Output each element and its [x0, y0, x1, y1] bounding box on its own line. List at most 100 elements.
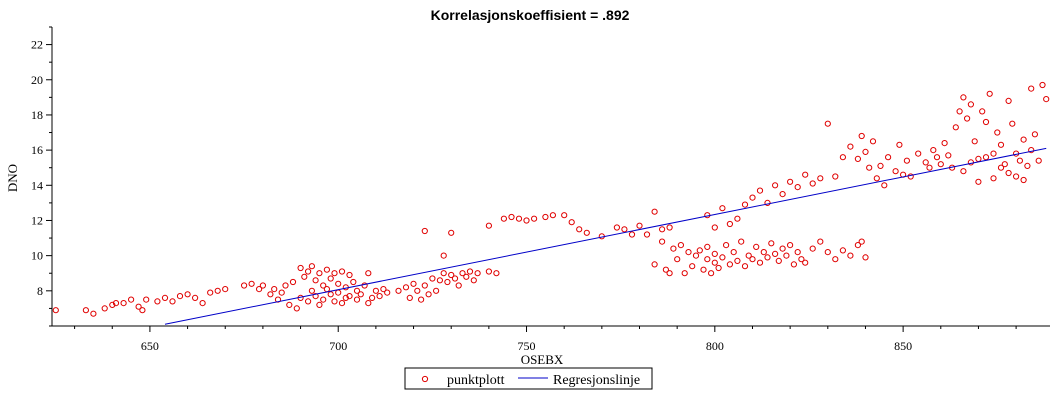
scatter-point	[357, 291, 364, 298]
scatter-point	[459, 270, 466, 277]
scatter-point	[440, 252, 447, 259]
scatter-point	[986, 90, 993, 97]
legend-scatter-label: punktplott	[447, 373, 505, 388]
x-tick-label: 650	[141, 339, 159, 353]
scatter-point	[768, 240, 775, 247]
scatter-point	[286, 301, 293, 308]
scatter-point	[772, 250, 779, 257]
scatter-point	[1020, 136, 1027, 143]
scatter-point	[734, 215, 741, 222]
scatter-point	[335, 280, 342, 287]
scatter-point	[320, 296, 327, 303]
scatter-point	[749, 194, 756, 201]
scatter-point	[749, 256, 756, 263]
scatter-point	[659, 226, 666, 233]
scatter-point	[854, 242, 862, 249]
scatter-point	[741, 201, 749, 208]
scatter-point	[305, 268, 312, 275]
scatter-point	[933, 154, 941, 161]
legend-scatter-marker-icon	[421, 375, 429, 383]
scatter-point	[1043, 96, 1050, 103]
y-axis-label: DNO	[5, 164, 20, 192]
scatter-point	[982, 118, 990, 126]
scatter-point	[960, 94, 967, 101]
scatter-point	[1028, 147, 1035, 154]
scatter-point	[338, 300, 346, 307]
scatter-point	[455, 282, 462, 289]
scatter-point	[723, 242, 730, 249]
scatter-point	[101, 305, 108, 312]
scatter-point	[700, 266, 707, 273]
scatter-point	[726, 220, 734, 228]
plot-area	[52, 81, 1050, 325]
scatter-point	[715, 264, 722, 272]
scatter-point	[297, 264, 304, 272]
scatter-point	[907, 173, 914, 180]
scatter-point	[779, 191, 786, 198]
scatter-point	[433, 287, 440, 294]
chart-title: Korrelasjonskoeffisient = .892	[431, 7, 630, 23]
scatter-point	[783, 252, 790, 259]
scatter-point	[975, 178, 982, 185]
scatter-point	[316, 301, 323, 308]
scatter-point	[756, 187, 764, 194]
y-tick-label: 12	[31, 213, 43, 227]
scatter-point	[376, 293, 383, 300]
scatter-point	[485, 222, 492, 229]
y-tick-label: 16	[31, 143, 43, 157]
scatter-point	[425, 291, 432, 298]
scatter-point	[1001, 161, 1008, 168]
scatter-point	[402, 284, 410, 291]
scatter-point	[666, 224, 673, 231]
scatter-point	[621, 226, 628, 233]
scatter-point	[858, 238, 865, 245]
scatter-point	[802, 259, 809, 266]
scatter-point	[892, 168, 899, 175]
scatter-point	[877, 162, 884, 169]
scatter-point	[312, 277, 319, 284]
scatter-point	[448, 271, 455, 279]
scatter-point	[779, 245, 786, 252]
scatter-point	[745, 252, 752, 259]
scatter-point	[312, 293, 319, 300]
scatter-point	[858, 132, 865, 140]
scatter-point	[395, 287, 402, 294]
scatter-point	[915, 150, 922, 157]
scatter-point	[320, 282, 327, 289]
scatter-point	[466, 268, 474, 275]
scatter-point	[282, 282, 289, 289]
scatter-point	[719, 205, 726, 212]
scatter-point	[775, 257, 782, 264]
scatter-point	[708, 270, 715, 277]
scatter-point	[301, 273, 308, 280]
scatter-point	[583, 229, 590, 236]
scatter-point	[869, 138, 877, 145]
scatter-point	[493, 270, 500, 277]
scatter-point	[802, 171, 809, 178]
scatter-point	[613, 224, 621, 231]
scatter-point	[259, 282, 266, 289]
scatter-point	[809, 180, 816, 187]
scatter-point	[794, 249, 801, 256]
scatter-point	[817, 238, 824, 245]
scatter-point	[421, 282, 428, 289]
scatter-point	[772, 182, 779, 189]
scatter-point	[222, 286, 229, 293]
scatter-point	[365, 270, 372, 277]
scatter-point	[847, 143, 854, 150]
scatter-point	[451, 275, 459, 282]
scatter-point	[184, 291, 191, 298]
scatter-point	[248, 280, 255, 287]
scatter-point	[500, 215, 507, 222]
scatter-point	[109, 301, 116, 308]
scatter-point	[271, 286, 278, 293]
scatter-point	[967, 101, 975, 108]
scatter-point	[824, 120, 831, 127]
scatter-point	[135, 303, 142, 310]
scatter-point	[839, 154, 847, 161]
scatter-point	[531, 215, 538, 222]
scatter-point	[1005, 97, 1012, 105]
scatter-point	[937, 161, 944, 168]
scatter-point	[331, 270, 338, 277]
scatter-point	[832, 173, 839, 180]
